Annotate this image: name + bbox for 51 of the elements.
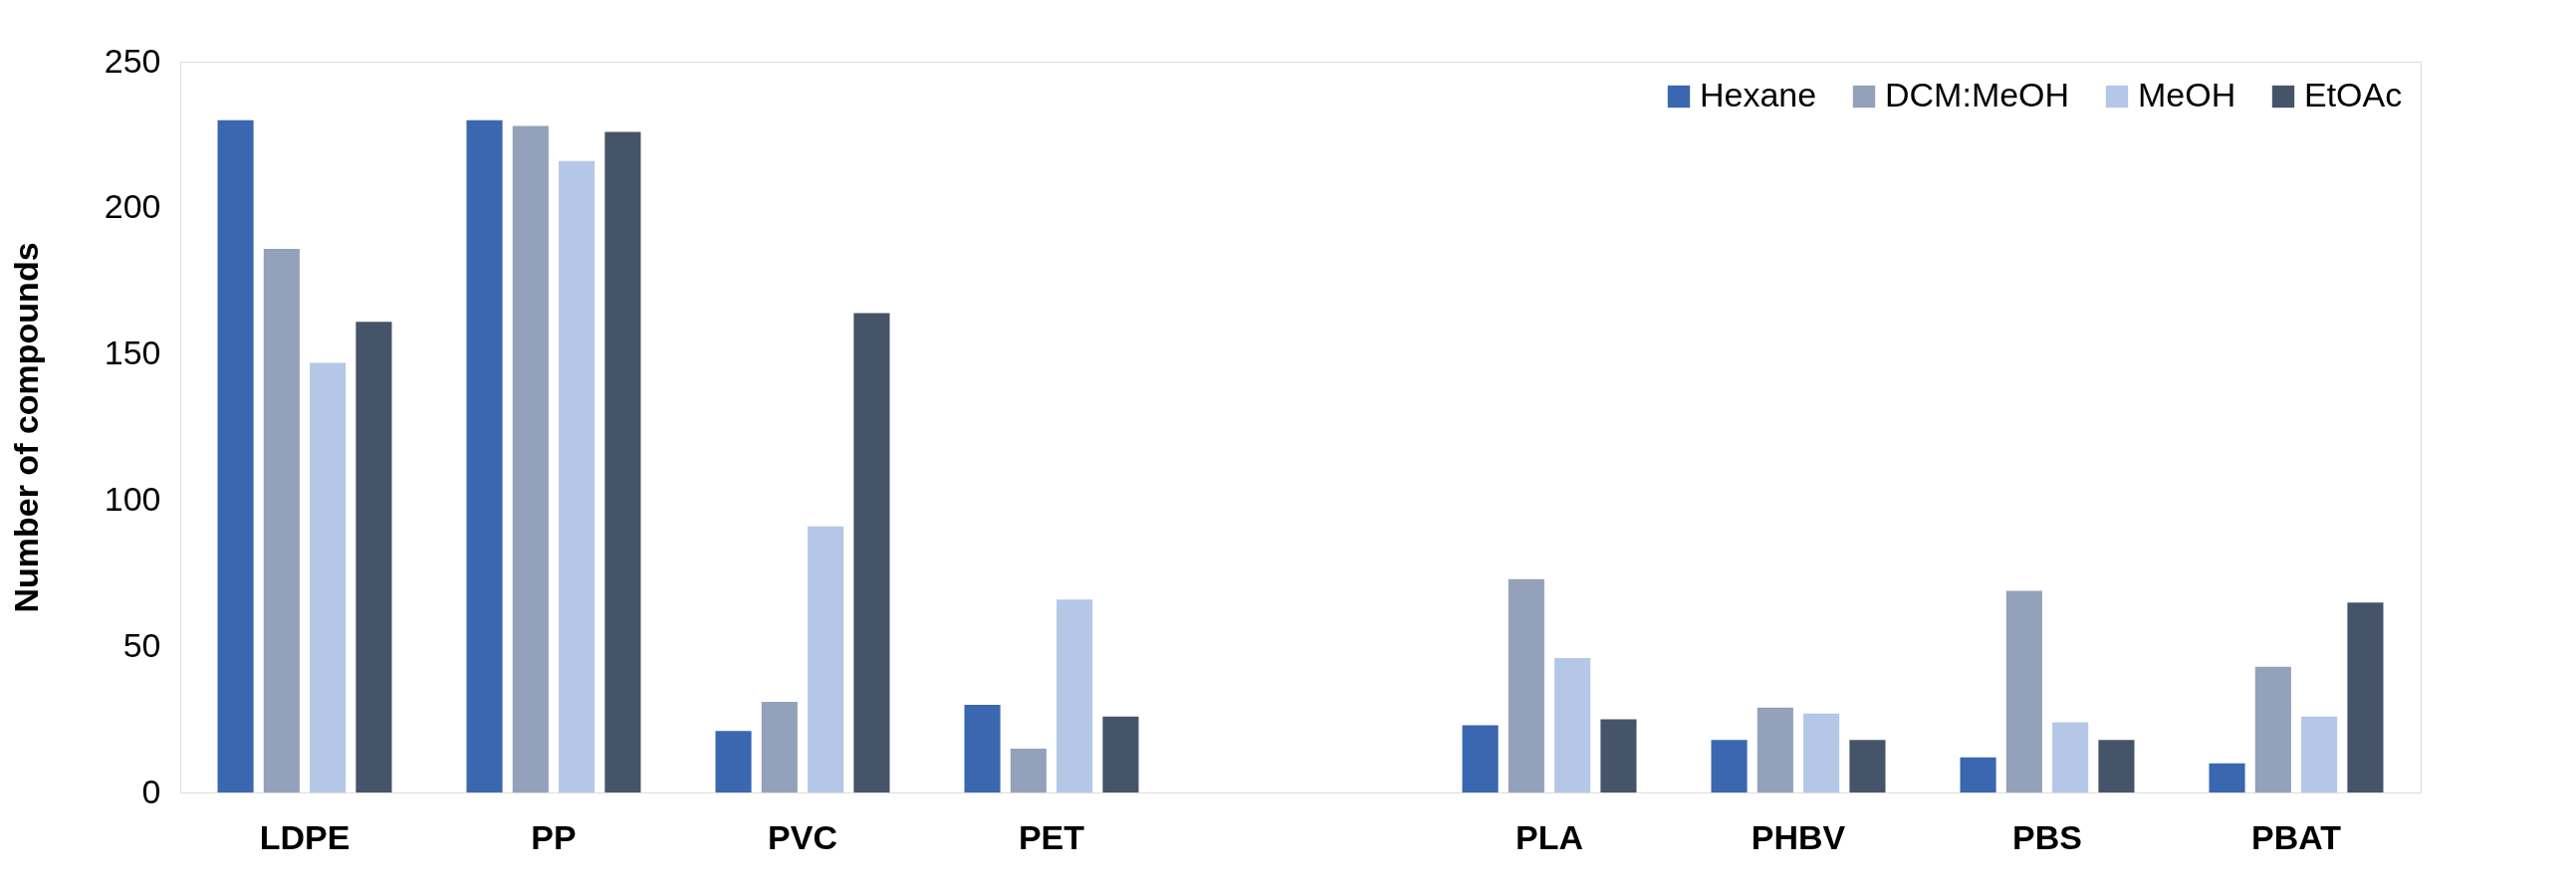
bar bbox=[2301, 716, 2338, 792]
x-tick-label: PVC bbox=[768, 818, 837, 856]
bar bbox=[1508, 578, 1544, 792]
bar bbox=[715, 731, 752, 792]
bar bbox=[355, 322, 392, 792]
bar bbox=[1554, 657, 1591, 792]
x-tick-label: PBS bbox=[2012, 818, 2082, 856]
x-tick-label: PBAT bbox=[2250, 818, 2342, 856]
bar bbox=[853, 313, 890, 792]
bar bbox=[1960, 757, 1996, 792]
bar bbox=[1462, 725, 1499, 792]
y-tick-label: 250 bbox=[104, 41, 161, 80]
bar bbox=[604, 131, 641, 792]
legend-label: Hexane bbox=[1700, 76, 1817, 113]
bar bbox=[2098, 740, 2135, 792]
bar bbox=[1849, 740, 1886, 792]
y-tick-label: 150 bbox=[104, 334, 161, 372]
bar bbox=[310, 362, 347, 792]
legend-label: MeOH bbox=[2138, 76, 2236, 113]
bar bbox=[2254, 666, 2291, 792]
bar bbox=[217, 119, 254, 792]
bar bbox=[466, 119, 503, 792]
bar bbox=[2005, 590, 2042, 792]
x-tick-label: LDPE bbox=[259, 818, 351, 856]
legend-label: EtOAc bbox=[2304, 76, 2403, 113]
bar bbox=[1600, 719, 1637, 792]
x-tick-label: PET bbox=[1018, 818, 1085, 856]
bar bbox=[2209, 763, 2245, 792]
x-tick-label: PHBV bbox=[1751, 818, 1846, 856]
bar bbox=[512, 125, 549, 792]
bar bbox=[2052, 722, 2089, 792]
y-tick-label: 100 bbox=[104, 479, 161, 518]
x-tick-label: PLA bbox=[1516, 818, 1583, 856]
bar bbox=[1102, 716, 1139, 792]
bar bbox=[263, 248, 300, 792]
x-tick-label: PP bbox=[531, 818, 577, 856]
bar bbox=[1010, 748, 1047, 792]
bar bbox=[761, 701, 798, 792]
y-tick-label: 200 bbox=[104, 187, 161, 226]
bar bbox=[1803, 713, 1840, 792]
bar bbox=[1711, 740, 1748, 792]
bar bbox=[808, 526, 844, 792]
legend-label: DCM:MeOH bbox=[1885, 76, 2070, 113]
bar bbox=[964, 704, 1001, 792]
y-tick-label: 0 bbox=[141, 772, 161, 810]
y-tick-label: 50 bbox=[122, 625, 161, 664]
bar bbox=[1056, 599, 1093, 792]
y-axis-title: Number of compounds bbox=[6, 242, 45, 613]
bar bbox=[1756, 707, 1793, 792]
bar bbox=[559, 160, 595, 792]
bar bbox=[2347, 602, 2384, 792]
